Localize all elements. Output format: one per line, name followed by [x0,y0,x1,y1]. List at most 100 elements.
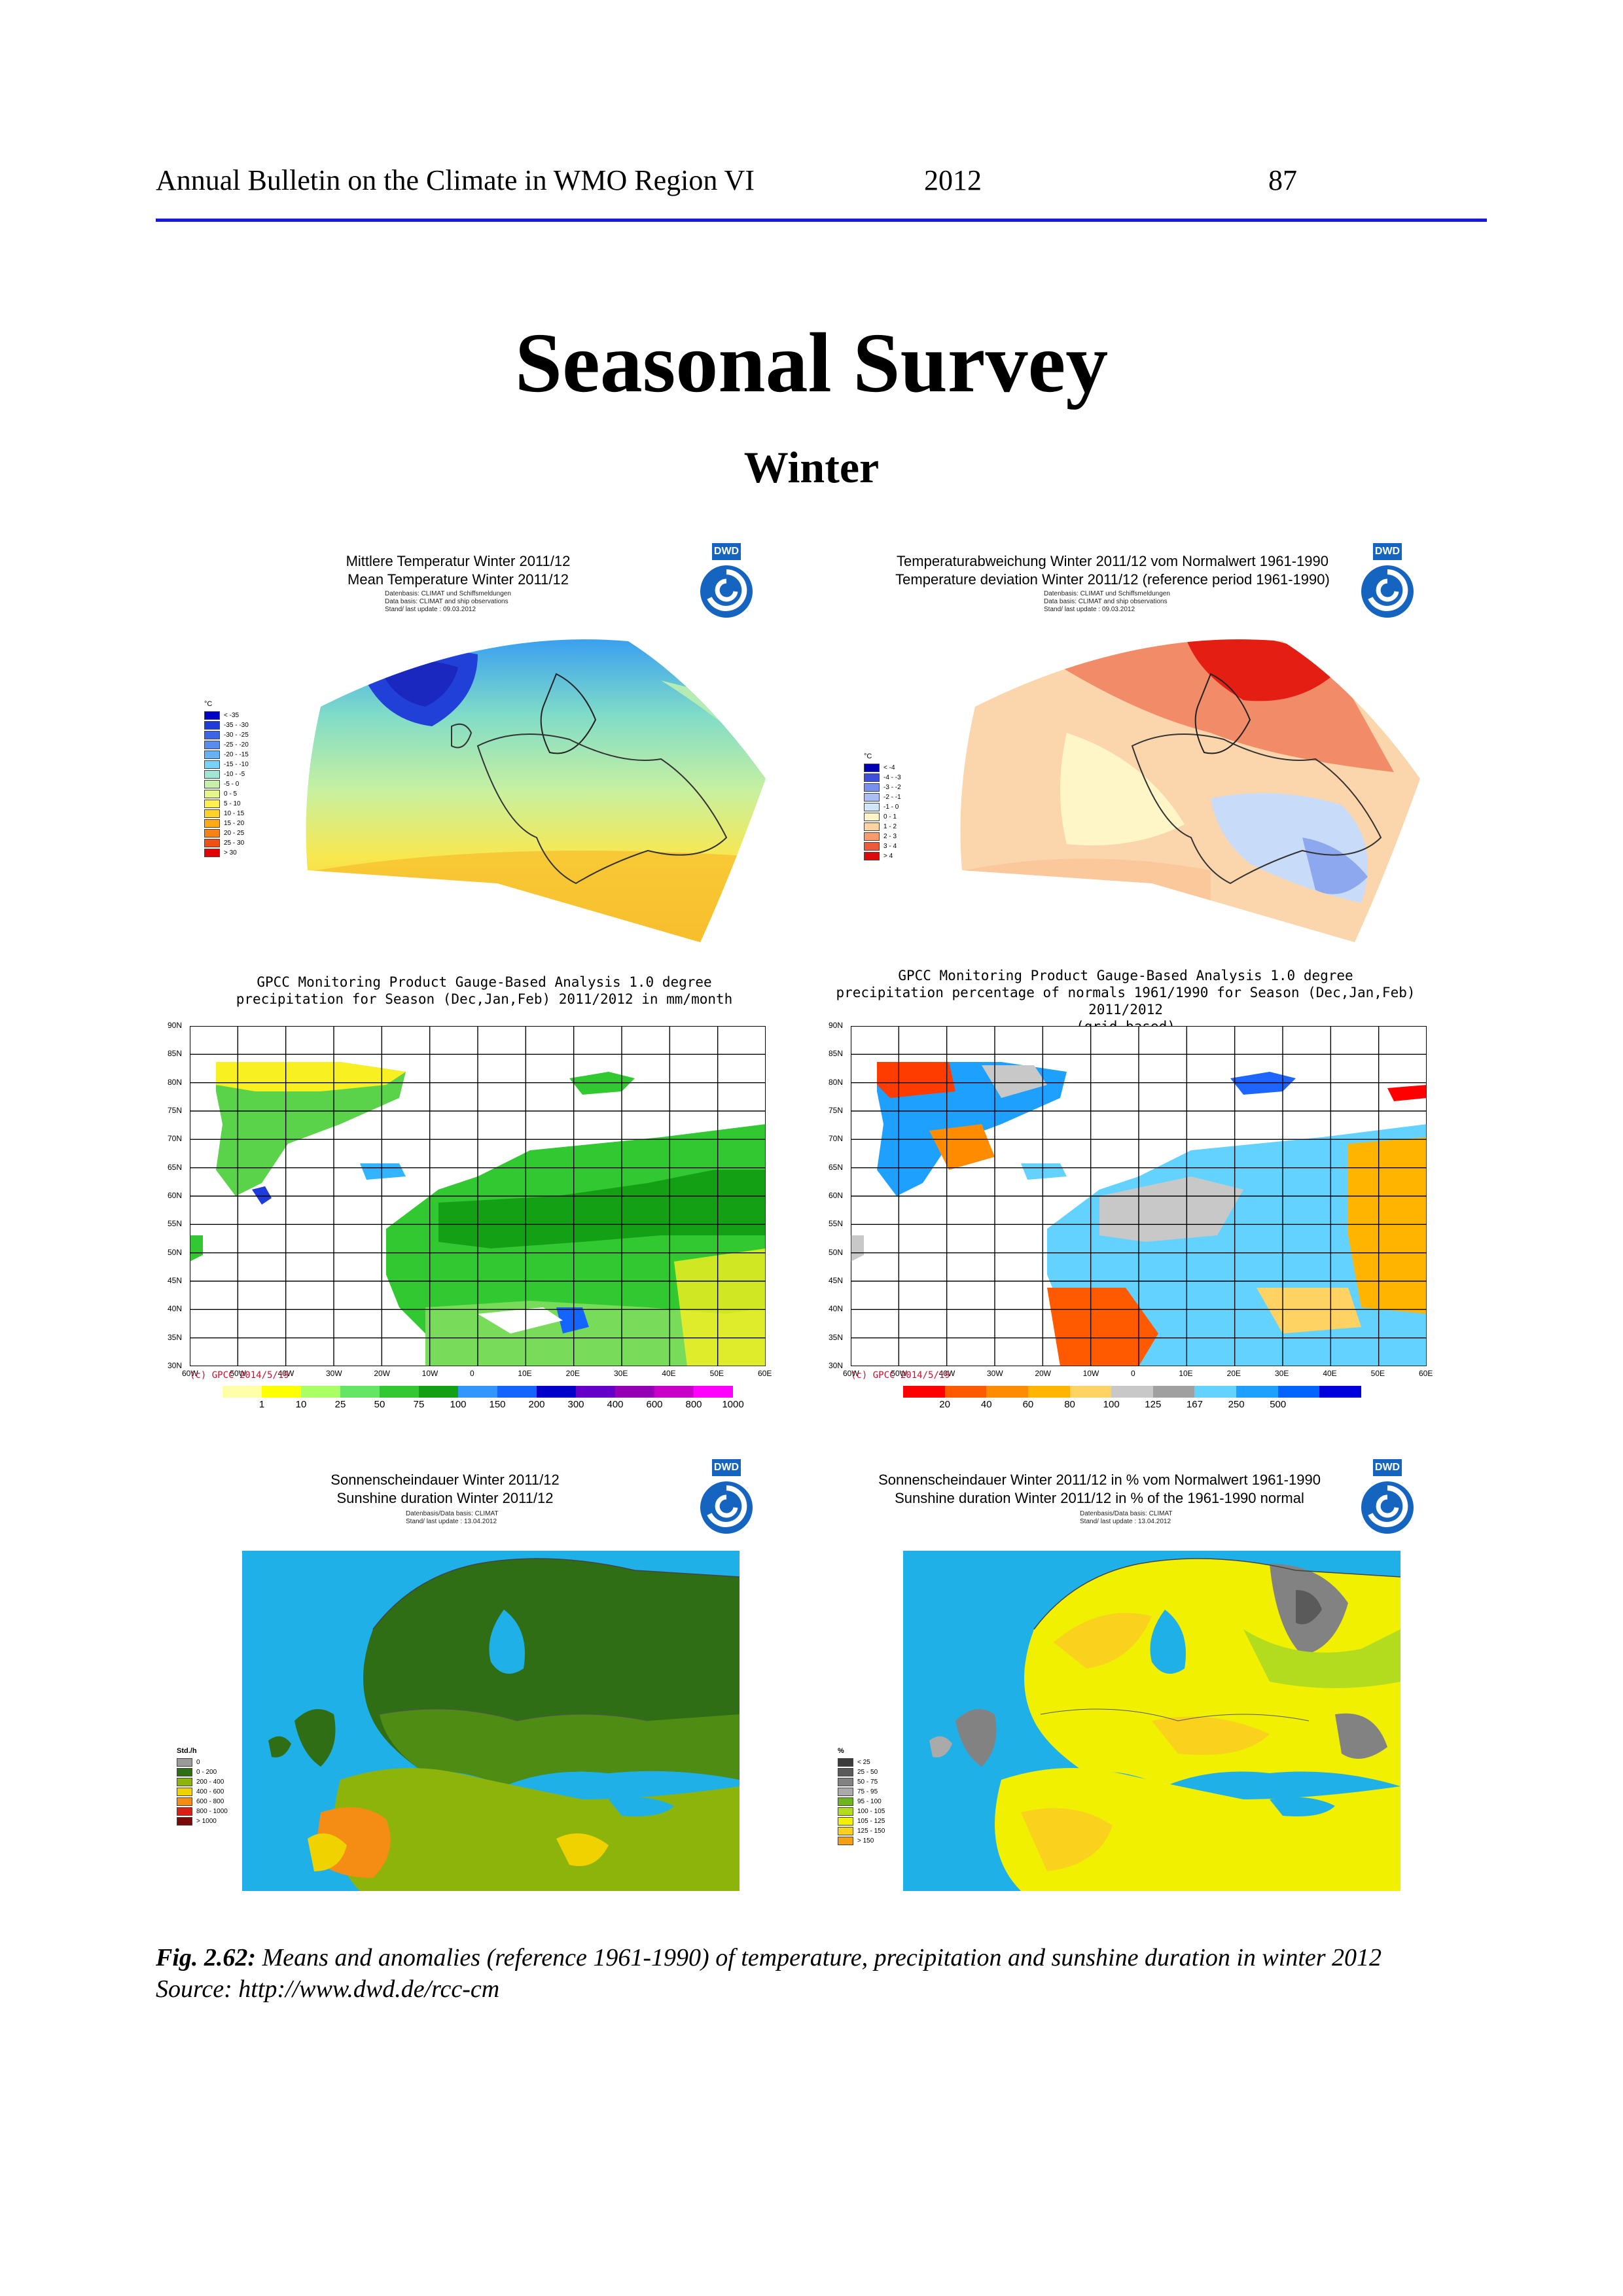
latitude-tick-label: 65N [168,1162,183,1172]
legend-label: 800 - 1000 [196,1808,228,1815]
legend-entry: > 150 [838,1836,885,1846]
legend-label: 100 - 105 [857,1808,885,1815]
colorbar-segment [694,1386,733,1398]
sunshine-map-graphic [242,1551,740,1891]
colorbar-tick-label: 40 [980,1399,992,1410]
colorbar-segment [576,1386,615,1398]
legend-entry: -4 - -3 [864,773,901,783]
legend-swatch [204,711,220,720]
colorbar-tick-label: 100 [450,1399,467,1410]
legend-entry: 75 - 95 [838,1787,885,1797]
longitude-tick-label: 40E [662,1369,676,1378]
legend-swatch [838,1758,853,1767]
legend-label: < -4 [883,764,895,771]
legend-label: 1 - 2 [883,823,897,830]
colorbar-segment [1236,1386,1278,1398]
figure-caption: Fig. 2.62: Means and anomalies (referenc… [156,1942,1382,2005]
longitude-tick-label: 20E [565,1369,580,1378]
legend-entry: 0 - 5 [204,789,249,799]
legend-swatch [204,741,220,749]
legend-label: > 30 [224,849,237,857]
longitude-tick-label: 60E [758,1369,772,1378]
legend-swatch [204,800,220,808]
longitude-tick-label: 10W [421,1369,438,1378]
longitude-tick-label: 30E [614,1369,628,1378]
legend-swatch [838,1797,853,1806]
legend-label: < 25 [857,1759,870,1766]
dwd-logo-icon: DWD [1355,1459,1420,1538]
legend-swatch [204,721,220,730]
sunshine-percentage-legend: % < 25 25 - 50 50 - 75 75 - 95 95 - 100 100 -… [838,1747,885,1846]
latitude-tick-label: 85N [168,1049,183,1059]
colorbar-tick-label: 500 [1270,1399,1287,1410]
legend-swatch [838,1778,853,1786]
legend-swatch [204,839,220,847]
longitude-tick-label: 30W [326,1369,342,1378]
legend-label: > 150 [857,1837,874,1845]
colorbar-segment [1277,1386,1320,1398]
map-title: Temperaturabweichung Winter 2011/12 vom … [895,553,1330,588]
colorbar-segment [380,1386,419,1398]
legend-entry: 25 - 30 [204,838,249,848]
legend-label: 0 - 1 [883,813,897,821]
longitude-tick-label: 0 [470,1369,474,1378]
longitude-tick-label: 30W [987,1369,1003,1378]
legend-label: 95 - 100 [857,1798,882,1805]
colorbar-segment [340,1386,380,1398]
colorbar-tick-label: 600 [646,1399,663,1410]
legend-entry: 1 - 2 [864,822,901,832]
colorbar-tick-label: 150 [489,1399,506,1410]
legend-entry: -2 - -1 [864,792,901,802]
map-metadata: Datenbasis/Data basis: CLIMAT Stand/ las… [406,1510,499,1525]
legend-swatch [204,760,220,769]
map-mean-temperature: Mittlere Temperatur Winter 2011/12 Mean … [196,537,772,949]
precipitation-grid-map [190,1026,766,1366]
map-sunshine-percentage: Sonnenscheindauer Winter 2011/12 in % vo… [831,1453,1427,1891]
legend-swatch [204,829,220,838]
legend-entry: 0 - 1 [864,812,901,822]
page-title: Seasonal Survey [514,316,1109,410]
colorbar-segment [903,1386,945,1398]
colorbar-segment [1319,1386,1362,1398]
precipitation-colorbar [223,1386,733,1398]
legend-entry: < 25 [838,1757,885,1767]
legend-label: -35 - -30 [224,722,249,729]
colorbar-tick-label: 1 [259,1399,265,1410]
latitude-tick-label: 50N [829,1247,844,1257]
latitude-tick-label: 40N [829,1304,844,1314]
legend-entry: < -35 [204,711,249,720]
legend-entry: -5 - 0 [204,779,249,789]
latitude-tick-label: 70N [168,1134,183,1144]
legend-swatch [177,1807,192,1816]
legend-swatch [864,852,880,860]
latitude-tick-label: 80N [829,1077,844,1087]
legend-label: 400 - 600 [196,1788,224,1795]
legend-swatch [177,1797,192,1806]
map-title: GPCC Monitoring Product Gauge-Based Anal… [836,968,1416,1034]
header-rule [156,219,1487,222]
latitude-tick-label: 70N [829,1134,844,1144]
legend-entry: 50 - 75 [838,1777,885,1787]
legend-label: 600 - 800 [196,1798,224,1805]
legend-swatch [204,790,220,798]
longitude-tick-label: 50E [1370,1369,1385,1378]
figure-source: Source: http://www.dwd.de/rcc-cm [156,1975,500,2003]
legend-label: -10 - -5 [224,771,245,778]
legend-label: -1 - 0 [883,804,899,811]
percentage-colorbar-labels: 20 40 60 80 100 125 167 250 500 [903,1399,1361,1412]
precipitation-percentage-grid-map [851,1026,1427,1366]
legend-label: < -35 [224,712,240,719]
legend-swatch [204,770,220,779]
legend-swatch [204,849,220,857]
legend-swatch [204,751,220,759]
longitude-tick-label: 50W [230,1369,247,1378]
dwd-logo-icon: DWD [694,543,759,622]
legend-label: 75 - 95 [857,1788,878,1795]
colorbar-segment [986,1386,1028,1398]
map-metadata: Datenbasis: CLIMAT und Schiffsmeldungen … [385,590,511,613]
legend-swatch [838,1768,853,1776]
longitude-tick-label: 20W [374,1369,391,1378]
legend-swatch [864,803,880,811]
latitude-tick-label: 50N [168,1247,183,1257]
latitude-tick-label: 45N [168,1276,183,1285]
